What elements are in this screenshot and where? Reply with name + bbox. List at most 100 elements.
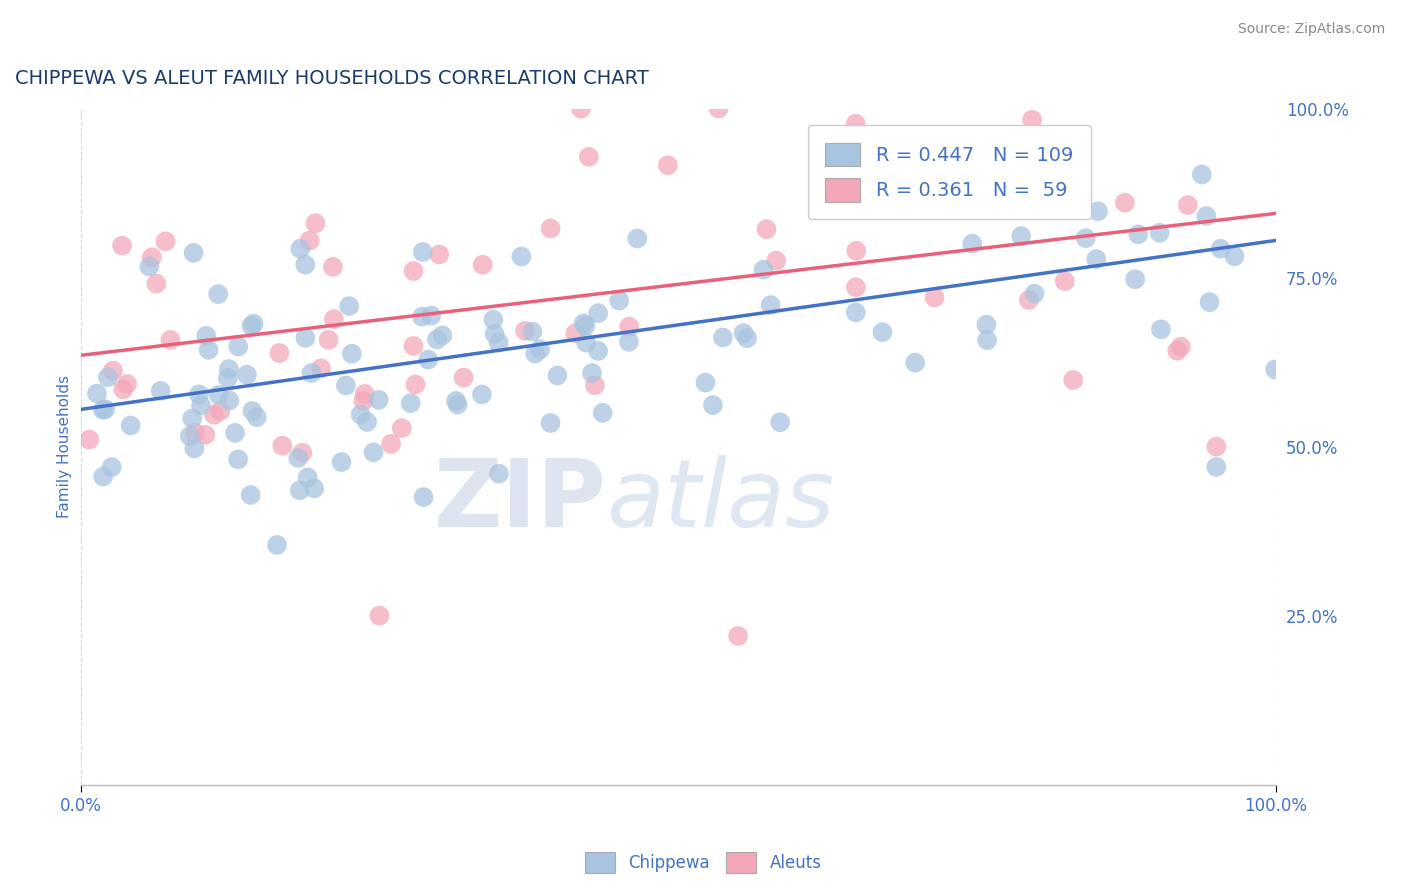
Point	[447, 398, 470, 412]
Point	[1010, 229, 1032, 244]
Point	[391, 421, 413, 435]
Point	[236, 368, 259, 382]
Point	[529, 343, 551, 357]
Point	[399, 396, 422, 410]
Point	[138, 260, 160, 274]
Point	[322, 312, 344, 326]
Point	[350, 408, 373, 422]
Point	[363, 445, 385, 459]
Y-axis label: Family Households: Family Households	[58, 376, 72, 518]
Point	[592, 406, 614, 420]
Point	[872, 325, 894, 339]
Text: atlas: atlas	[606, 455, 835, 546]
Point	[845, 117, 868, 131]
Point	[340, 347, 363, 361]
Point	[304, 216, 326, 230]
Point	[302, 482, 325, 496]
Point	[330, 455, 353, 469]
Point	[159, 333, 181, 347]
Point	[246, 410, 269, 425]
Point	[287, 450, 309, 465]
Point	[962, 236, 984, 251]
Point	[194, 427, 217, 442]
Point	[226, 452, 249, 467]
Point	[574, 318, 596, 333]
Point	[513, 324, 536, 338]
Point	[578, 150, 600, 164]
Point	[769, 415, 792, 429]
Point	[411, 310, 433, 324]
Point	[91, 403, 114, 417]
Point	[218, 393, 240, 408]
Point	[524, 346, 547, 360]
Point	[190, 398, 212, 412]
Point	[569, 102, 592, 116]
Point	[183, 442, 205, 456]
Point	[540, 416, 562, 430]
Point	[711, 330, 734, 344]
Point	[1177, 198, 1199, 212]
Point	[368, 608, 391, 623]
Point	[427, 247, 450, 261]
Point	[290, 242, 312, 256]
Point	[242, 317, 264, 331]
Point	[488, 467, 510, 481]
Point	[1114, 195, 1136, 210]
Point	[318, 333, 340, 347]
Point	[101, 364, 124, 378]
Point	[77, 433, 100, 447]
Point	[727, 629, 749, 643]
Point	[1170, 340, 1192, 354]
Point	[239, 488, 262, 502]
Point	[1166, 343, 1188, 358]
Point	[184, 425, 207, 440]
Point	[471, 258, 494, 272]
Point	[845, 305, 868, 319]
Point	[924, 290, 946, 304]
Point	[1205, 440, 1227, 454]
Point	[288, 483, 311, 498]
Point	[1087, 204, 1109, 219]
Text: Source: ZipAtlas.com: Source: ZipAtlas.com	[1237, 22, 1385, 37]
Point	[976, 333, 998, 347]
Point	[657, 158, 679, 172]
Point	[217, 371, 239, 385]
Point	[291, 446, 314, 460]
Point	[224, 425, 246, 440]
Point	[546, 368, 568, 383]
Point	[586, 306, 609, 320]
Point	[86, 386, 108, 401]
Point	[141, 250, 163, 264]
Point	[269, 346, 291, 360]
Point	[572, 317, 595, 331]
Point	[1018, 293, 1040, 307]
Point	[402, 264, 425, 278]
Point	[575, 335, 598, 350]
Point	[904, 356, 927, 370]
Point	[337, 299, 360, 313]
Point	[1191, 168, 1213, 182]
Point	[335, 378, 357, 392]
Point	[619, 319, 641, 334]
Point	[1085, 252, 1108, 266]
Point	[1021, 112, 1043, 127]
Point	[111, 238, 134, 252]
Point	[120, 418, 142, 433]
Point	[581, 366, 603, 380]
Point	[380, 437, 402, 451]
Point	[453, 370, 475, 384]
Point	[294, 331, 316, 345]
Point	[420, 309, 443, 323]
Point	[1053, 274, 1076, 288]
Point	[765, 253, 787, 268]
Point	[266, 538, 288, 552]
Point	[1128, 227, 1150, 242]
Point	[209, 404, 232, 418]
Point	[226, 340, 249, 354]
Point	[240, 318, 263, 333]
Point	[309, 361, 332, 376]
Text: ZIP: ZIP	[433, 455, 606, 547]
Point	[444, 393, 467, 408]
Point	[356, 415, 378, 429]
Point	[195, 329, 218, 343]
